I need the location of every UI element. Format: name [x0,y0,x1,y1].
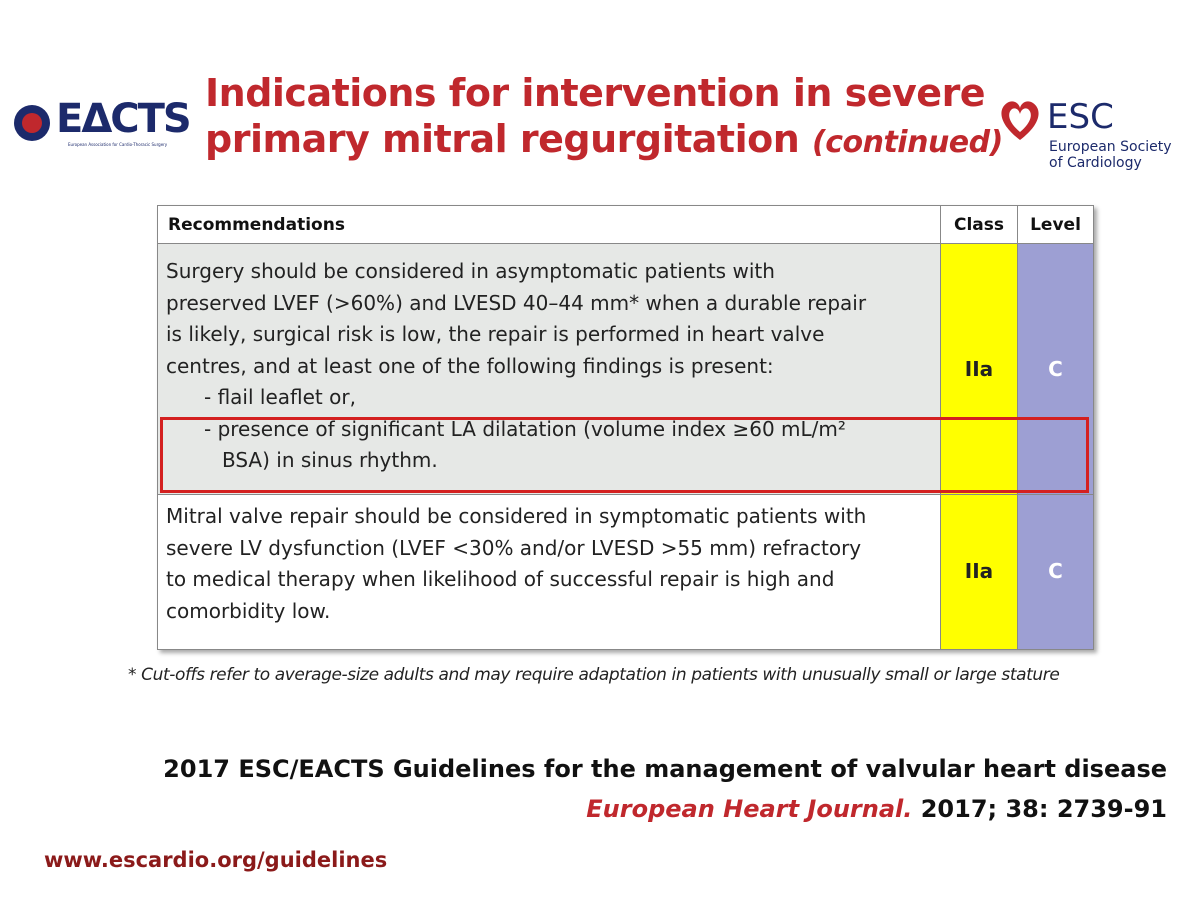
url: www.escardio.org/guidelines [44,848,388,872]
column-header: Class [941,206,1018,244]
text-line: Surgery should be considered in asymptom… [166,259,775,283]
esc-name: ESC [1047,97,1114,137]
level-cell: C [1018,244,1093,495]
eacts-subtitle: European Association for Cardio-Thoracic… [68,142,168,147]
text-line: severe LV dysfunction (LVEF <30% and/or … [166,535,862,560]
text-line: Mitral valve repair should be considered… [166,504,867,528]
esc-line: of Cardiology [1049,155,1142,171]
footnote: * Cut-offs refer to average-size adults … [128,665,1060,685]
text-line: is likely, surgical risk is low, the rep… [166,322,825,346]
column-header: Level [1018,206,1093,244]
text-line: comorbidity low. [166,598,331,623]
title-suffix: (continued) [812,125,1003,160]
level-cell: C [1018,495,1093,649]
eacts-emblem [14,105,50,141]
text-line: - flail leaflet or, [204,385,356,409]
text-line: to medical therapy when likelihood of su… [166,567,835,591]
text-line: BSA) in sinus rhythm. [222,448,438,472]
class-cell: IIa [941,244,1018,495]
esc-line: European Society [1049,139,1172,155]
text-line: preserved LVEF (>60%) and LVESD 40–44 mm… [166,290,867,315]
citation-title: 2017 ESC/EACTS Guidelines for the manage… [163,755,1167,783]
column-header: Recommendations [158,206,941,244]
journal: European Heart Journal. [586,795,913,823]
citation-source: European Heart Journal. 2017; 38: 2739-9… [586,795,1167,823]
recommendation-text: Surgery should be considered in asymptom… [158,244,941,495]
esc-emblem [1001,101,1039,140]
recommendation-text: Mitral valve repair should be considered… [158,495,941,649]
text-line: - presence of significant LA dilatation … [204,416,846,441]
citation-details: 2017; 38: 2739-91 [920,795,1167,823]
highlight-box [160,417,1089,493]
title: Indications for intervention in severe p… [205,70,1003,166]
title-text: primary mitral regurgitation [205,117,800,161]
recommendations-table: Recommendations Class Level Surgery shou… [157,205,1094,650]
title-line: Indications for intervention in severe [205,71,986,115]
class-cell: IIa [941,495,1018,649]
eacts-name: EΔCTS [56,96,192,142]
title-line: primary mitral regurgitation (continued) [205,116,1003,166]
text-line: centres, and at least one of the followi… [166,353,774,378]
